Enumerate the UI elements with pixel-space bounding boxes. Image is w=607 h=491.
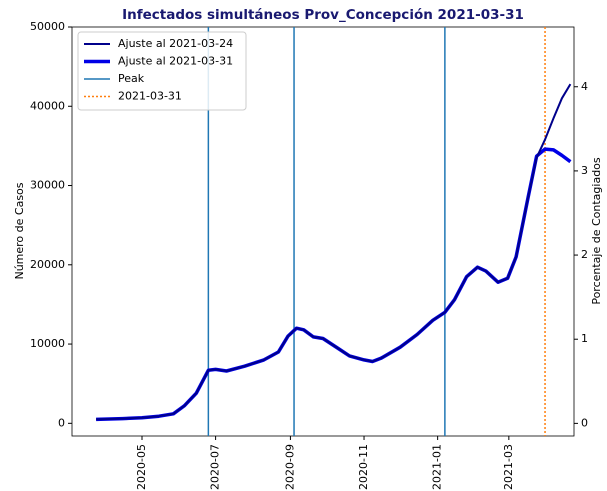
plot-frame xyxy=(71,26,575,437)
x-tick-label: 2020-07 xyxy=(209,444,222,490)
y-tick-label: 30000 xyxy=(30,179,65,192)
series-line xyxy=(96,83,572,421)
legend-label: Peak xyxy=(118,72,145,85)
y2-tick-label: 0 xyxy=(581,416,588,429)
y2-tick-label: 3 xyxy=(581,164,588,177)
series-line xyxy=(96,147,572,422)
x-tick-label: 2020-11 xyxy=(357,444,370,490)
y-tick-label: 40000 xyxy=(30,99,65,112)
legend-box xyxy=(77,31,247,111)
y2-tick-label: 1 xyxy=(581,332,588,345)
y-tick-label: 10000 xyxy=(30,337,65,350)
chart-title: Infectados simultáneos Prov_Concepción 2… xyxy=(122,7,524,23)
legend-label: Ajuste al 2021-03-31 xyxy=(118,55,233,68)
x-tick-label: 2020-05 xyxy=(135,444,148,490)
x-tick-label: 2021-01 xyxy=(431,444,444,490)
legend-label: Ajuste al 2021-03-24 xyxy=(118,37,233,50)
y-tick-label: 0 xyxy=(58,416,65,429)
y2-tick-label: 4 xyxy=(581,80,588,93)
x-tick-label: 2020-09 xyxy=(283,444,296,490)
legend-label: 2021-03-31 xyxy=(118,90,182,103)
y-tick-label: 20000 xyxy=(30,258,65,271)
y2-tick-label: 2 xyxy=(581,248,588,261)
y2-axis-label: Porcentaje de Contagiados xyxy=(590,157,603,305)
y-axis-label: Número de Casos xyxy=(13,182,26,279)
y-tick-label: 50000 xyxy=(30,20,65,33)
x-tick-label: 2021-03 xyxy=(502,444,515,490)
